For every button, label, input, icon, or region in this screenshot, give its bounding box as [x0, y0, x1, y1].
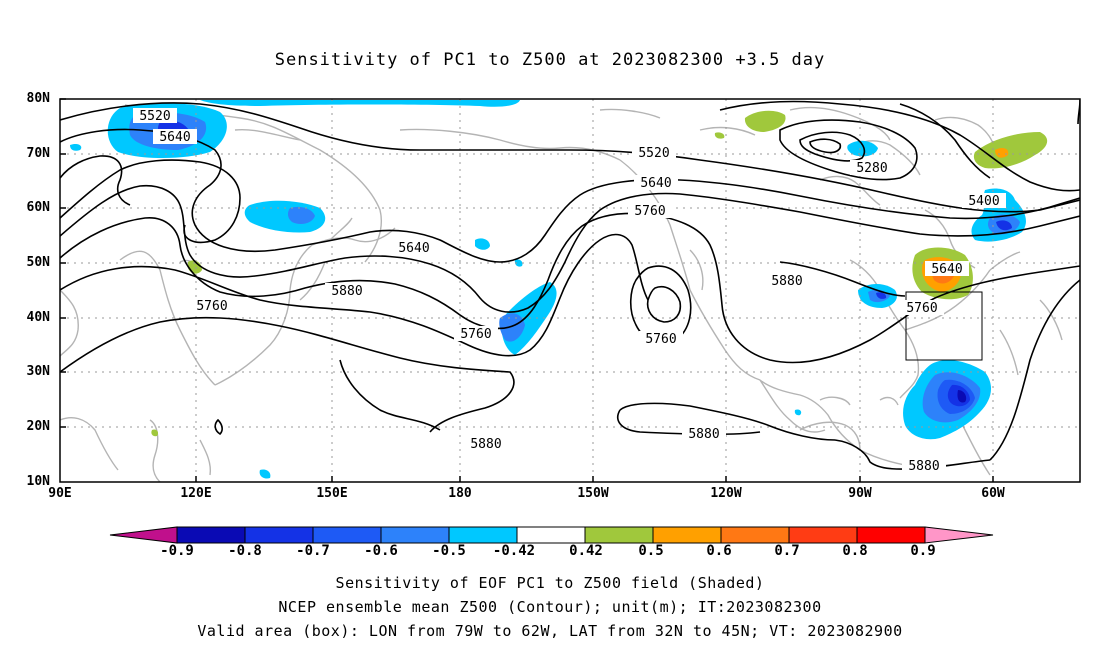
colorbar-label: 0.6 [706, 543, 732, 559]
colorbar [109, 526, 994, 544]
colorbar-segment [652, 526, 722, 544]
contour-label: 5640 [398, 241, 429, 256]
contour-label: 5640 [159, 130, 190, 145]
lat-label: 80N [26, 91, 50, 106]
lat-label: 10N [26, 474, 50, 489]
colorbar-label: 0.5 [638, 543, 664, 559]
lon-label: 120W [710, 486, 742, 501]
lon-label: 60W [981, 486, 1005, 501]
contour-label: 5760 [645, 332, 676, 347]
contour-label: 5880 [908, 459, 939, 474]
colorbar-arrow-low [109, 526, 178, 544]
lon-label: 90W [848, 486, 872, 501]
colorbar-segment [176, 526, 246, 544]
colorbar-segment [380, 526, 450, 544]
colorbar-label: -0.42 [492, 543, 536, 559]
lat-label: 20N [26, 419, 50, 434]
contour-label: 5520 [139, 109, 170, 124]
lat-label: 50N [26, 255, 50, 270]
colorbar-label: 0.7 [774, 543, 800, 559]
axis-ticks [60, 98, 994, 482]
contour-label: 5880 [688, 427, 719, 442]
caption-shading: Sensitivity of EOF PC1 to Z500 field (Sh… [335, 574, 765, 592]
caption-contour: NCEP ensemble mean Z500 (Contour); unit(… [278, 598, 822, 616]
contour-label: 5760 [906, 301, 937, 316]
colorbar-segment [584, 526, 654, 544]
colorbar-segment [856, 526, 926, 544]
contour-label: 5520 [638, 146, 669, 161]
colorbar-label: -0.7 [296, 543, 330, 559]
colorbar-segment [516, 526, 586, 544]
z500-contours [60, 99, 1080, 470]
colorbar-arrow-high [924, 526, 994, 544]
colorbar-label: 0.9 [910, 543, 936, 559]
valid-area-box [905, 291, 983, 361]
contour-label: 5280 [856, 161, 887, 176]
lon-label: 120E [180, 486, 212, 501]
contour-label: 5400 [968, 194, 999, 209]
colorbar-segment [720, 526, 790, 544]
colorbar-label: -0.5 [432, 543, 466, 559]
lon-label: 150E [316, 486, 348, 501]
contour-label: 5640 [640, 176, 671, 191]
lon-label: 150W [577, 486, 609, 501]
lon-label: 180 [448, 486, 472, 501]
lat-label: 40N [26, 310, 50, 325]
contour-label-group: 5520 5640 5520 5640 5760 5640 5880 5760 … [133, 108, 1006, 474]
colorbar-label: -0.9 [160, 543, 194, 559]
lat-label: 60N [26, 200, 50, 215]
colorbar-segment [244, 526, 314, 544]
colorbar-label: -0.8 [228, 543, 262, 559]
map-frame [59, 98, 1081, 483]
caption-valid-area: Valid area (box): LON from 79W to 62W, L… [197, 622, 903, 640]
lat-label: 30N [26, 364, 50, 379]
colorbar-label: -0.6 [364, 543, 398, 559]
contour-label: 5640 [931, 262, 962, 277]
colorbar-segment [448, 526, 518, 544]
colorbar-label: 0.42 [569, 543, 603, 559]
contour-label: 5880 [331, 284, 362, 299]
colorbar-segment [312, 526, 382, 544]
lon-label: 90E [48, 486, 72, 501]
lat-label: 70N [26, 146, 50, 161]
contour-label: 5880 [771, 274, 802, 289]
contour-label: 5760 [196, 299, 227, 314]
colorbar-label: 0.8 [842, 543, 868, 559]
map-title: Sensitivity of PC1 to Z500 at 2023082300… [274, 50, 826, 70]
colorbar-segment [788, 526, 858, 544]
contour-label: 5760 [460, 327, 491, 342]
contour-label: 5760 [634, 204, 665, 219]
contour-label: 5880 [470, 437, 501, 452]
